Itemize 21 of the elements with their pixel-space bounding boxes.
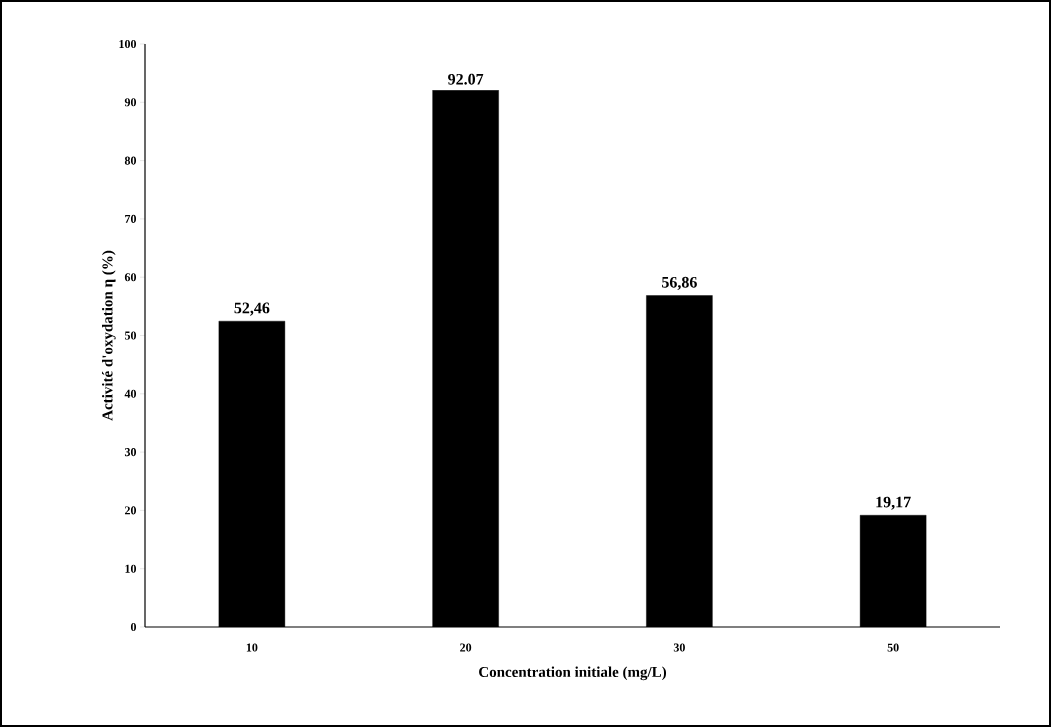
y-tick-label: 60 [124,273,137,282]
y-tick-label: 70 [125,214,137,223]
y-tick-label: 20 [124,506,137,515]
y-tick-label: 0 [130,622,137,632]
y-axis-title: Activité d'oxydation η (%) [101,250,116,421]
data-label: 56,86 [662,276,697,290]
y-tick-label: 50 [124,331,137,340]
x-tick-label: 30 [673,643,685,652]
y-tick-label: 90 [124,98,137,107]
y-tick-label: 10 [125,564,137,573]
x-axis-title: Concentration initiale (mg/L) [479,666,667,681]
data-label: 92.07 [448,73,484,85]
x-tick-label: 20 [460,643,472,652]
data-label: 19,17 [876,496,911,510]
y-tick-label: 80 [124,156,137,165]
x-tick-label: 10 [246,643,258,652]
y-tick-label: 30 [124,448,137,457]
y-tick-label: 40 [124,389,137,398]
y-tick-label: 100 [119,39,137,49]
x-tick-label: 50 [887,643,899,652]
data-label: 52,46 [234,302,270,316]
